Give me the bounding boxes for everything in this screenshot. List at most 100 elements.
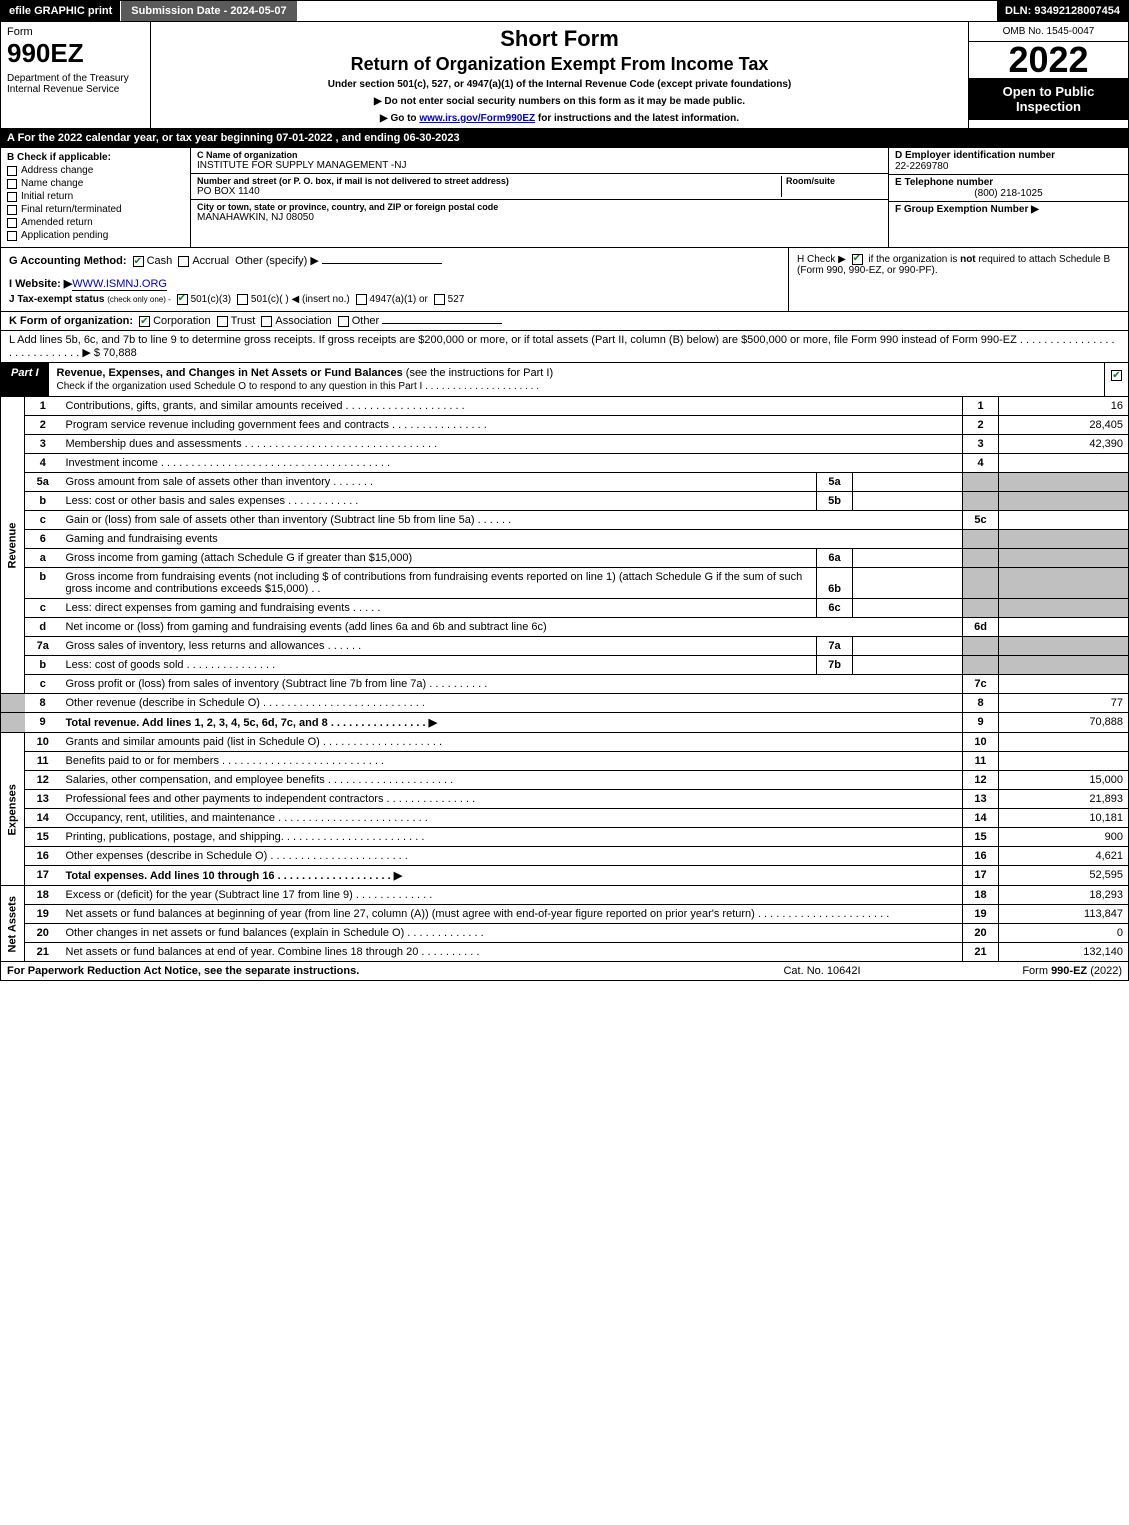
line-num: 4	[25, 454, 61, 473]
g-accrual: Accrual	[192, 255, 229, 267]
line-num: 21	[25, 943, 61, 962]
line-amount: 70,888	[999, 713, 1129, 733]
line-num: 6	[25, 530, 61, 549]
table-row: c Gain or (loss) from sale of assets oth…	[1, 511, 1129, 530]
h-not: not	[960, 254, 976, 265]
line-ref: 7c	[963, 675, 999, 694]
website-link[interactable]: WWW.ISMNJ.ORG	[72, 278, 167, 291]
bullet-2-post: for instructions and the latest informat…	[535, 113, 739, 124]
part-1-title-sub: (see the instructions for Part I)	[406, 367, 553, 379]
checkbox-icon[interactable]	[7, 205, 17, 215]
c-name-row: C Name of organization INSTITUTE FOR SUP…	[191, 148, 888, 174]
checkbox-cash-icon[interactable]	[133, 256, 144, 267]
line-desc: Total expenses. Add lines 10 through 16 …	[61, 866, 963, 886]
k-opt-trust: Trust	[231, 315, 256, 327]
checkbox-association-icon[interactable]	[261, 316, 272, 327]
table-row: 7a Gross sales of inventory, less return…	[1, 637, 1129, 656]
city-value: MANAHAWKIN, NJ 08050	[197, 212, 882, 223]
line-num: d	[25, 618, 61, 637]
footer-form-ref: Form 990-EZ (2022)	[922, 965, 1122, 977]
line-amount: 42,390	[999, 435, 1129, 454]
grey-cell	[1, 694, 25, 713]
k-label: K Form of organization:	[9, 315, 133, 327]
checkbox-accrual-icon[interactable]	[178, 256, 189, 267]
irs-link[interactable]: www.irs.gov/Form990EZ	[419, 113, 535, 124]
checkbox-icon[interactable]	[7, 218, 17, 228]
line-k: K Form of organization: Corporation Trus…	[0, 312, 1129, 331]
city-label: City or town, state or province, country…	[197, 202, 882, 212]
header-left: Form 990EZ Department of the Treasury In…	[1, 22, 151, 128]
line-desc: Net assets or fund balances at beginning…	[61, 905, 963, 924]
expenses-side-label: Expenses	[1, 733, 25, 886]
line-desc: Less: cost or other basis and sales expe…	[61, 492, 817, 511]
chk-label: Final return/terminated	[21, 204, 122, 215]
checkbox-4947-icon[interactable]	[356, 294, 367, 305]
sub-val	[853, 549, 963, 568]
line-desc: Gross income from fundraising events (no…	[61, 568, 817, 599]
line-l: L Add lines 5b, 6c, and 7b to line 9 to …	[0, 331, 1129, 363]
line-num: 16	[25, 847, 61, 866]
checkbox-trust-icon[interactable]	[217, 316, 228, 327]
table-row: Expenses 10 Grants and similar amounts p…	[1, 733, 1129, 752]
line-ref: 9	[963, 713, 999, 733]
line-ref: 12	[963, 771, 999, 790]
open-public-inspection: Open to Public Inspection	[969, 78, 1128, 120]
g-accounting: G Accounting Method: Cash Accrual Other …	[1, 248, 788, 311]
checkbox-schedule-o-icon[interactable]	[1111, 370, 1122, 381]
j-opt1: 501(c)(3)	[191, 294, 232, 305]
checkbox-icon[interactable]	[7, 179, 17, 189]
line-desc: Gross amount from sale of assets other t…	[61, 473, 817, 492]
line-desc: Investment income . . . . . . . . . . . …	[61, 454, 963, 473]
line-amount	[999, 454, 1129, 473]
grey-cell	[1, 713, 25, 733]
line-num: b	[25, 656, 61, 675]
grey-cell	[963, 599, 999, 618]
checkbox-icon[interactable]	[7, 166, 17, 176]
sub-val	[853, 637, 963, 656]
revenue-table: Revenue 1 Contributions, gifts, grants, …	[0, 397, 1129, 733]
line-ref: 11	[963, 752, 999, 771]
table-row: d Net income or (loss) from gaming and f…	[1, 618, 1129, 637]
line-desc: Net assets or fund balances at end of ye…	[61, 943, 963, 962]
checkbox-other-icon[interactable]	[338, 316, 349, 327]
table-row: b Less: cost or other basis and sales ex…	[1, 492, 1129, 511]
dept-label: Department of the Treasury Internal Reve…	[7, 73, 144, 95]
line-num: a	[25, 549, 61, 568]
checkbox-501c3-icon[interactable]	[177, 294, 188, 305]
short-form-title: Short Form	[159, 26, 960, 52]
c-name-label: C Name of organization	[197, 150, 882, 160]
line-desc: Grants and similar amounts paid (list in…	[61, 733, 963, 752]
page-footer: For Paperwork Reduction Act Notice, see …	[0, 962, 1129, 981]
d-ein: D Employer identification number 22-2269…	[889, 148, 1128, 175]
sub-ref: 5a	[817, 473, 853, 492]
checkbox-corporation-icon[interactable]	[139, 316, 150, 327]
line-num: 20	[25, 924, 61, 943]
chk-address-change: Address change	[7, 165, 184, 176]
d-label: D Employer identification number	[895, 150, 1122, 161]
bullet-1: ▶ Do not enter social security numbers o…	[159, 96, 960, 107]
part-1-title: Revenue, Expenses, and Changes in Net As…	[49, 363, 1104, 396]
line-ref: 5c	[963, 511, 999, 530]
block-bcdef: B Check if applicable: Address change Na…	[0, 148, 1129, 248]
return-title: Return of Organization Exempt From Incom…	[159, 54, 960, 75]
grey-cell	[963, 473, 999, 492]
line-ref: 1	[963, 397, 999, 416]
table-row: c Gross profit or (loss) from sales of i…	[1, 675, 1129, 694]
line-amount: 4,621	[999, 847, 1129, 866]
checkbox-icon[interactable]	[7, 192, 17, 202]
line-num: 17	[25, 866, 61, 886]
table-row: 13 Professional fees and other payments …	[1, 790, 1129, 809]
part-1-title-bold: Revenue, Expenses, and Changes in Net As…	[57, 367, 406, 379]
checkbox-schedule-b-icon[interactable]	[852, 254, 863, 265]
checkbox-527-icon[interactable]	[434, 294, 445, 305]
table-row: c Less: direct expenses from gaming and …	[1, 599, 1129, 618]
header-center: Short Form Return of Organization Exempt…	[151, 22, 968, 128]
line-ref: 13	[963, 790, 999, 809]
g-other-blank	[322, 263, 442, 264]
line-ref: 21	[963, 943, 999, 962]
checkbox-icon[interactable]	[7, 231, 17, 241]
checkbox-501c-icon[interactable]	[237, 294, 248, 305]
expenses-table: Expenses 10 Grants and similar amounts p…	[0, 733, 1129, 886]
line-desc: Contributions, gifts, grants, and simila…	[61, 397, 963, 416]
line-desc: Other changes in net assets or fund bala…	[61, 924, 963, 943]
